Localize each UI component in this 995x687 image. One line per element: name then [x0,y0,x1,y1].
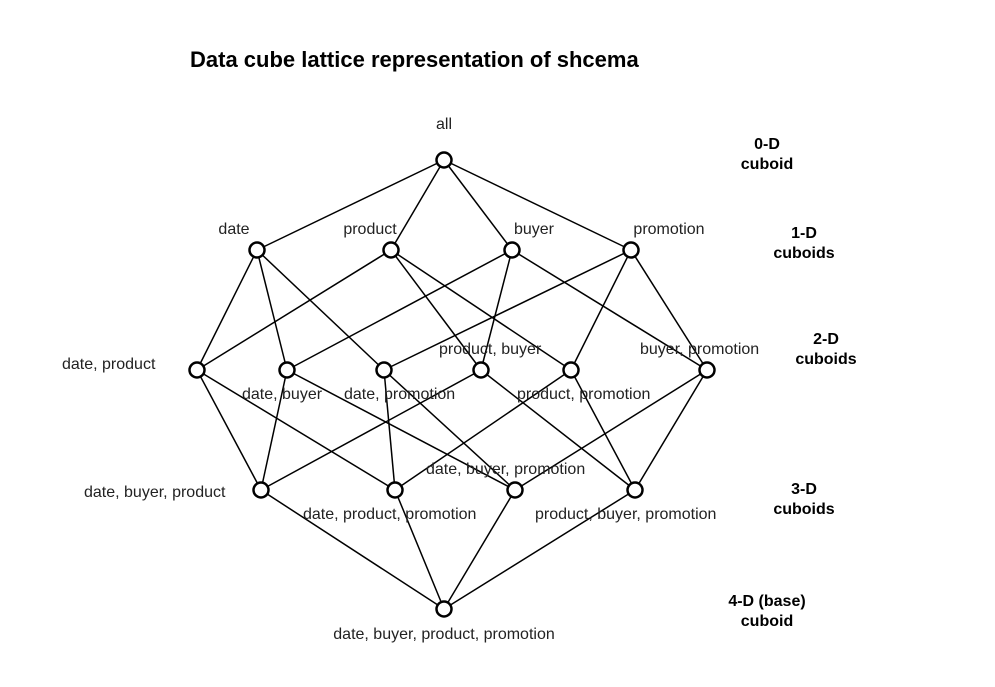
edge-date-to-date-product [196,249,258,371]
cuboid-node-date-buyer-product [252,481,270,499]
level-label-1d-line-0: 1-D [791,225,817,242]
cuboid-node-buyer [503,241,521,259]
level-label-4d-line-0: 4-D (base) [728,593,805,610]
edge-date-promotion-to-date-buyer-promotion [383,369,516,491]
edge-promotion-to-product-promotion [570,249,632,371]
edge-buyer-to-buyer-promotion [511,249,708,371]
cuboid-label-date-buyer-product: date, buyer, product [84,484,226,501]
cuboid-label-product-buyer-promotion: product, buyer, promotion [535,506,716,523]
level-label-1d-line-1: cuboids [773,245,834,262]
cuboid-node-date-product-promotion [386,481,404,499]
level-label-2d-line-0: 2-D [813,331,839,348]
cuboid-node-date [248,241,266,259]
edge-product-promotion-to-date-product-promotion [394,369,572,491]
cuboid-label-product-buyer: product, buyer [439,341,542,358]
cuboid-node-all [435,151,453,169]
level-label-4d: 4-D (base) cuboid [728,593,805,630]
level-label-4d-line-1: cuboid [741,613,793,630]
cuboid-node-product-promotion [562,361,580,379]
cuboid-label-date: date [218,221,249,238]
cuboid-node-product [382,241,400,259]
cuboid-node-buyer-promotion [698,361,716,379]
cuboid-node-date-buyer-promotion [506,481,524,499]
cuboid-label-product-promotion: product, promotion [517,386,650,403]
cuboid-label-date-product-promotion: date, product, promotion [303,506,476,523]
edge-promotion-to-date-promotion [383,249,632,371]
level-label-3d-line-1: cuboids [773,501,834,518]
cuboid-label-date-buyer-product-promotion: date, buyer, product, promotion [333,626,554,643]
edge-date-buyer-to-date-buyer-product [260,369,288,491]
edge-buyer-to-product-buyer [480,249,513,371]
edge-date-to-date-promotion [256,249,385,371]
edge-promotion-to-buyer-promotion [630,249,708,371]
edge-product-buyer-promotion-to-date-buyer-product-promotion [443,489,636,610]
cuboid-label-date-buyer-promotion: date, buyer, promotion [426,461,585,478]
level-label-3d-line-0: 3-D [791,481,817,498]
level-label-3d: 3-D cuboids [773,481,834,518]
level-label-0d: 0-D cuboid [741,136,793,173]
level-label-2d-line-1: cuboids [795,351,856,368]
level-label-1d: 1-D cuboids [773,225,834,262]
level-label-2d: 2-D cuboids [795,331,856,368]
nodes-layer [188,151,716,618]
cuboid-label-date-promotion: date, promotion [344,386,455,403]
cuboid-label-all: all [436,116,452,133]
cuboid-node-promotion [622,241,640,259]
edge-product-buyer-to-product-buyer-promotion [480,369,636,491]
edge-product-promotion-to-product-buyer-promotion [570,369,636,491]
level-label-0d-line-0: 0-D [754,136,780,153]
diagram-title: Data cube lattice representation of shce… [190,47,639,72]
cuboid-node-product-buyer [472,361,490,379]
cuboid-label-date-buyer: date, buyer [242,386,323,403]
level-label-0d-line-1: cuboid [741,156,793,173]
edge-all-to-product [390,159,445,251]
edge-product-to-product-promotion [390,249,572,371]
edge-date-product-promotion-to-date-buyer-product-promotion [394,489,445,610]
edge-all-to-promotion [443,159,632,251]
cuboid-label-promotion: promotion [633,221,704,238]
edge-date-product-to-date-buyer-product [196,369,262,491]
edge-buyer-to-date-buyer [286,249,513,371]
cuboid-node-date-product [188,361,206,379]
cuboid-node-date-buyer-product-promotion [435,600,453,618]
edge-buyer-promotion-to-date-buyer-promotion [514,369,708,491]
cuboid-node-product-buyer-promotion [626,481,644,499]
edge-date-buyer-promotion-to-date-buyer-product-promotion [443,489,516,610]
edge-date-promotion-to-date-product-promotion [383,369,396,491]
cuboid-node-date-buyer [278,361,296,379]
labels-layer: all date product buyer promotion date, produc… [62,116,759,643]
cuboid-label-product: product [343,221,397,238]
cuboid-label-buyer-promotion: buyer, promotion [640,341,759,358]
edge-product-to-date-product [196,249,392,371]
edge-buyer-promotion-to-product-buyer-promotion [634,369,708,491]
cuboid-label-date-product: date, product [62,356,156,373]
edge-date-to-date-buyer [256,249,288,371]
edge-all-to-date [256,159,445,251]
edge-product-buyer-to-date-buyer-product [260,369,482,491]
edge-date-buyer-product-to-date-buyer-product-promotion [260,489,445,610]
edge-date-buyer-to-date-buyer-promotion [286,369,516,491]
edge-product-to-product-buyer [390,249,482,371]
edge-all-to-buyer [443,159,513,251]
cuboid-label-buyer: buyer [514,221,555,238]
edges-layer [196,159,708,610]
cuboid-node-date-promotion [375,361,393,379]
levels-layer: 0-D cuboid 1-D cuboids 2-D cuboids 3-D cuboids 4… [728,136,856,630]
edge-date-product-to-date-product-promotion [196,369,396,491]
